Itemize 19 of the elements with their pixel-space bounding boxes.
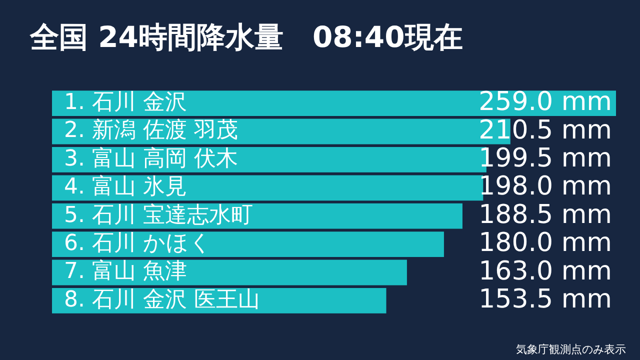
y-tick-label: 5. 石川 宝達志水町	[64, 202, 253, 228]
y-tick-label: 7. 富山 魚津	[64, 259, 187, 284]
data-label: 259.0 mm	[478, 87, 612, 118]
y-tick-label: 1. 石川 金沢	[64, 90, 187, 116]
bar	[52, 175, 484, 201]
data-label: 180.0 mm	[478, 228, 612, 258]
y-tick-label: 6. 石川 かほく	[64, 231, 212, 256]
data-label: 163.0 mm	[478, 256, 612, 286]
chart-title: 全国 24時間降水量 08:40現在	[30, 19, 463, 56]
bar	[52, 232, 444, 257]
bar	[52, 260, 407, 286]
y-tick-label: 3. 富山 高岡 伏木	[64, 146, 238, 172]
y-tick-label: 4. 富山 氷見	[64, 174, 187, 200]
y-tick-label: 8. 石川 金沢 医王山	[64, 287, 260, 312]
data-label: 153.5 mm	[478, 284, 612, 314]
y-tick-label: 2. 新潟 佐渡 羽茂	[64, 118, 238, 144]
bar	[52, 90, 616, 116]
text: 気象庁観測点のみ表示	[516, 342, 626, 357]
data-label: 188.5 mm	[478, 200, 612, 230]
